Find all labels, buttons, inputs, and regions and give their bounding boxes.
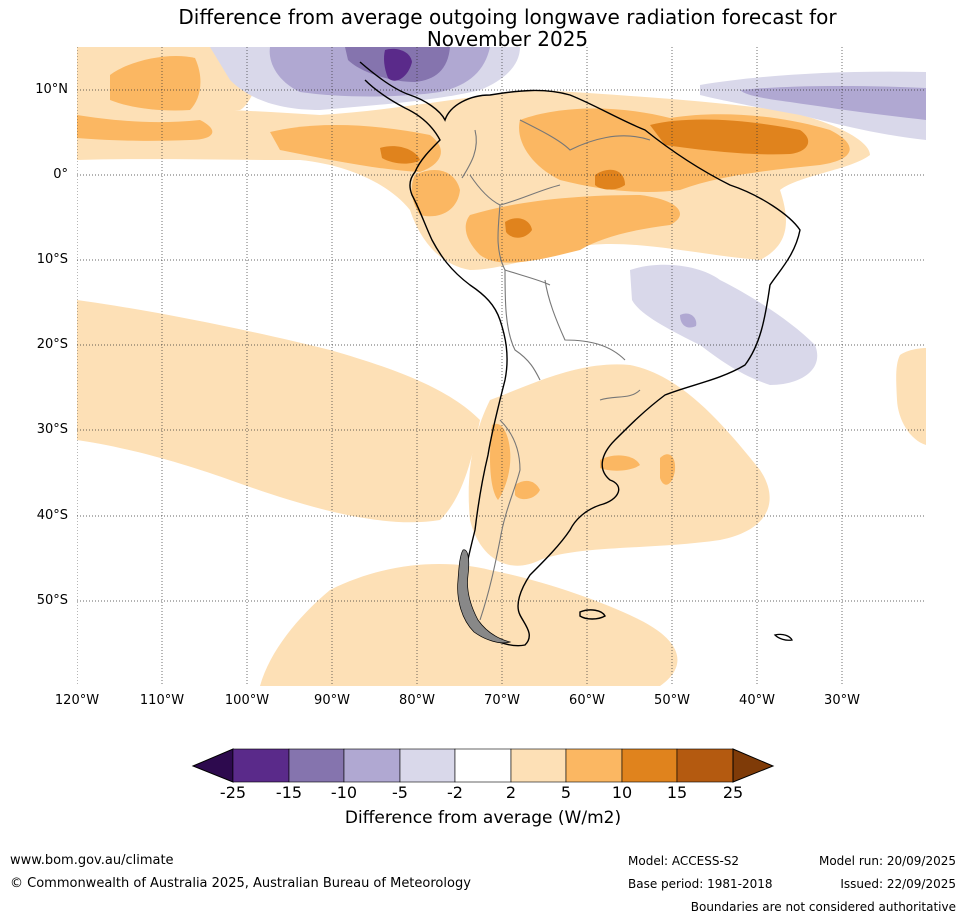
anomaly-region-negative-atlantic-north-mid [740,85,926,120]
map-title-line1: Difference from average outgoing longwav… [178,5,837,29]
lat-label-50s: 50°S [36,593,68,608]
footer-url[interactable]: www.bom.gov.au/climate [10,853,174,868]
lon-label-50w: 50°W [654,693,690,708]
colorbar-tick: 5 [560,783,572,802]
anomaly-region-chile-orange [490,423,511,500]
colorbar-tick: 15 [666,783,688,802]
lat-label-10s: 10°S [36,252,68,267]
anomaly-region-atlantic-orange [660,454,676,485]
lon-label-120w: 120°W [54,693,100,708]
lon-label-100w: 100°W [224,693,270,708]
lon-label-60w: 60°W [569,693,605,708]
lon-label-90w: 90°W [314,693,350,708]
colorbar-label: Difference from average (W/m2) [344,808,622,828]
anomaly-region-pacific [77,300,480,523]
chile-fjords [457,549,512,644]
lat-label-20s: 20°S [36,337,68,352]
anomaly-region-negative-brazil [630,264,818,385]
anomaly-region-dark-orange-peru [505,218,532,238]
colorbar-tick: -5 [392,783,408,802]
footer-copyright: © Commonwealth of Australia 2025, Austra… [10,876,471,891]
footer-base-period: Base period: 1981-2018 [628,877,773,891]
footer-issued: Issued: 22/09/2025 [840,877,956,891]
map-title-line2: November 2025 [426,27,589,51]
anomaly-region-dark-orange-coast [380,146,420,164]
colorbar-tick: -15 [275,783,303,802]
lon-label-110w: 110°W [139,693,185,708]
anomaly-region-negative-brazil-mid [680,313,697,328]
graticule [77,47,926,686]
lat-label-40s: 40°S [36,508,68,523]
anomaly-region-andes-orange [411,170,460,217]
lon-label-40w: 40°W [739,693,775,708]
coastline-falklands [579,609,606,620]
anomaly-region-east-atlantic [896,348,926,445]
anomaly-region-ne-orange [110,55,201,111]
colorbar-tick: 25 [722,783,744,802]
anomaly-region-argentina-orange [515,480,540,500]
lon-label-30w: 30°W [824,693,860,708]
coastline-south-america [359,61,801,647]
coastline-south-georgia [773,633,793,641]
lon-label-80w: 80°W [399,693,435,708]
colorbar-tick: -10 [330,783,358,802]
anomaly-region-uruguay-orange [600,455,640,471]
anomaly-region-amazon-orange [465,195,680,263]
anomaly-fields [77,47,926,686]
anomaly-region-dark-orange-atlantic [650,119,809,155]
colorbar-tick: 2 [505,783,517,802]
footer-model: Model: ACCESS-S2 [628,854,740,868]
footer-disclaimer: Boundaries are not considered authoritat… [690,900,956,914]
lat-label-10n: 10°N [35,82,68,97]
colorbar-tick: 10 [611,783,633,802]
footer-model-run: Model run: 20/09/2025 [818,854,956,868]
lat-label-30s: 30°S [36,422,68,437]
anomaly-region-negative-caribbean-core [384,48,412,81]
lon-label-70w: 70°W [484,693,520,708]
colorbar-tick: -2 [447,783,463,802]
lat-label-0: 0° [53,167,68,182]
colorbar-tick: -25 [219,783,247,802]
country-borders [461,119,651,621]
anomaly-region-pacific-orange [77,115,213,141]
